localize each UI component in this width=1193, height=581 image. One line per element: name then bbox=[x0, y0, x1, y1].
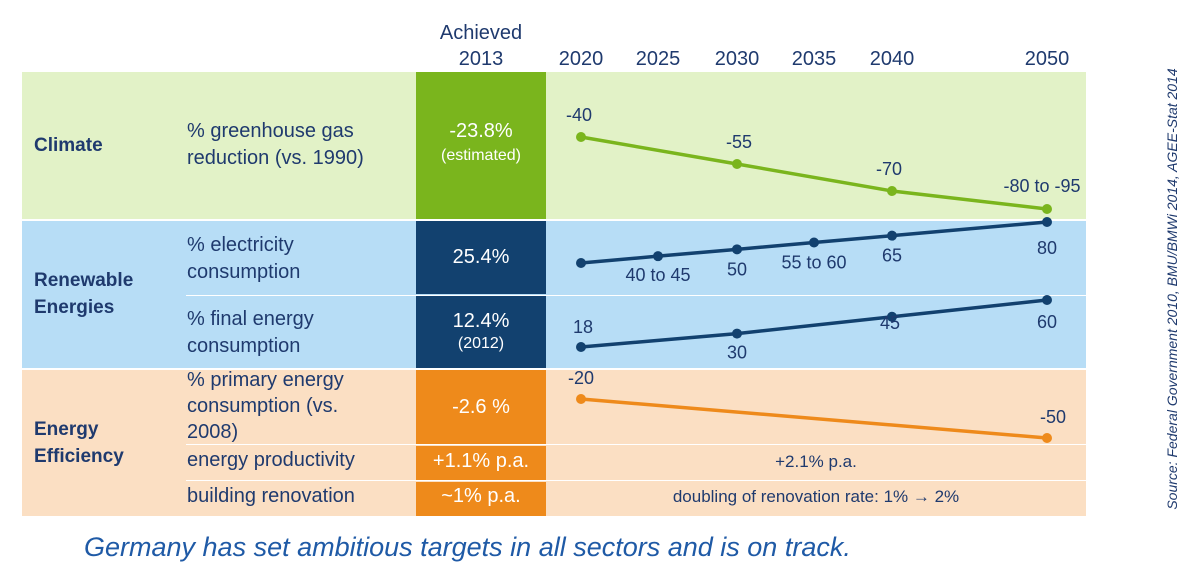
metric-final-energy: % final energy consumption bbox=[187, 306, 314, 360]
achieved-block-productivity bbox=[416, 446, 546, 480]
x-tick-2020: 2020 bbox=[559, 48, 604, 70]
caption: Germany has set ambitious targets in all… bbox=[84, 532, 851, 562]
metric-ghg-line2: reduction (vs. 1990) bbox=[187, 147, 364, 169]
metric-renovation: building renovation bbox=[187, 485, 355, 507]
metric-final-energy-line2: consumption bbox=[187, 335, 301, 357]
achieved-header-line1: Achieved bbox=[439, 22, 523, 44]
row-separator bbox=[186, 295, 1086, 296]
achieved-final-energy-value: 12.4% bbox=[452, 310, 510, 332]
x-tick-2025: 2025 bbox=[636, 48, 681, 70]
achieved-primary-energy-value: -2.6 % bbox=[452, 396, 510, 418]
category-renewable-line2: Energies bbox=[34, 297, 115, 318]
source-note: Source: Federal Government 2010, BMU/BMW… bbox=[1164, 68, 1180, 510]
x-tick-2050: 2050 bbox=[1025, 48, 1070, 70]
category-efficiency: Energy Efficiency bbox=[34, 416, 124, 470]
achieved-block-climate bbox=[416, 72, 546, 219]
metric-electricity-line1: % electricity bbox=[187, 234, 294, 256]
efficiency-band bbox=[22, 370, 1086, 516]
achieved-block-primary-energy bbox=[416, 370, 546, 444]
category-renewable: Renewable Energies bbox=[34, 267, 133, 321]
target-productivity: +2.1% p.a. bbox=[775, 452, 857, 471]
metric-final-energy-line1: % final energy bbox=[187, 308, 314, 330]
metric-ghg-line1: % greenhouse gas bbox=[187, 120, 354, 142]
achieved-header-line2: 2013 bbox=[458, 48, 504, 70]
target-renovation: doubling of renovation rate: 1% → 2% bbox=[672, 487, 960, 506]
x-tick-2030: 2030 bbox=[715, 48, 760, 70]
achieved-electricity: 25.4% bbox=[416, 246, 546, 269]
metric-productivity: energy productivity bbox=[187, 449, 355, 471]
category-efficiency-line2: Efficiency bbox=[34, 446, 124, 467]
achieved-final-energy-note: (2012) bbox=[457, 335, 505, 352]
category-climate: Climate bbox=[34, 135, 103, 156]
row-separator bbox=[186, 444, 1086, 445]
category-efficiency-line1: Energy bbox=[34, 419, 99, 440]
metric-primary-energy-line3: 2008) bbox=[187, 421, 239, 443]
metric-primary-energy-line2: consumption (vs. bbox=[187, 395, 339, 417]
metric-primary-energy-line1: % primary energy bbox=[187, 369, 344, 391]
achieved-primary-energy: -2.6 % bbox=[416, 396, 546, 419]
row-separator bbox=[186, 480, 1086, 481]
metric-electricity-line2: consumption bbox=[187, 261, 301, 283]
metric-ghg: % greenhouse gas reduction (vs. 1990) bbox=[187, 118, 364, 172]
climate-band bbox=[22, 72, 1086, 219]
achieved-productivity: +1.1% p.a. bbox=[416, 450, 546, 473]
metric-electricity: % electricity consumption bbox=[187, 232, 300, 286]
achieved-block-electricity bbox=[416, 221, 546, 294]
achieved-block-final-energy bbox=[416, 296, 546, 368]
achieved-electricity-value: 25.4% bbox=[452, 246, 510, 268]
metric-primary-energy: % primary energy consumption (vs. 2008) bbox=[187, 367, 344, 445]
achieved-ghg: -23.8% (estimated) bbox=[416, 120, 546, 165]
achieved-productivity-value: +1.1% p.a. bbox=[432, 450, 530, 472]
title-fragment bbox=[90, 0, 460, 4]
achieved-ghg-value: -23.8% bbox=[449, 120, 513, 142]
achieved-renovation-value: ~1% p.a. bbox=[441, 485, 521, 507]
achieved-ghg-note: (estimated) bbox=[440, 147, 522, 164]
achieved-block-renovation bbox=[416, 482, 546, 516]
achieved-header: Achieved 2013 bbox=[416, 20, 546, 72]
achieved-final-energy: 12.4% (2012) bbox=[416, 310, 546, 353]
achieved-renovation: ~1% p.a. bbox=[416, 485, 546, 508]
x-tick-2035: 2035 bbox=[792, 48, 837, 70]
x-tick-2040: 2040 bbox=[870, 48, 915, 70]
category-renewable-line1: Renewable bbox=[34, 270, 134, 291]
